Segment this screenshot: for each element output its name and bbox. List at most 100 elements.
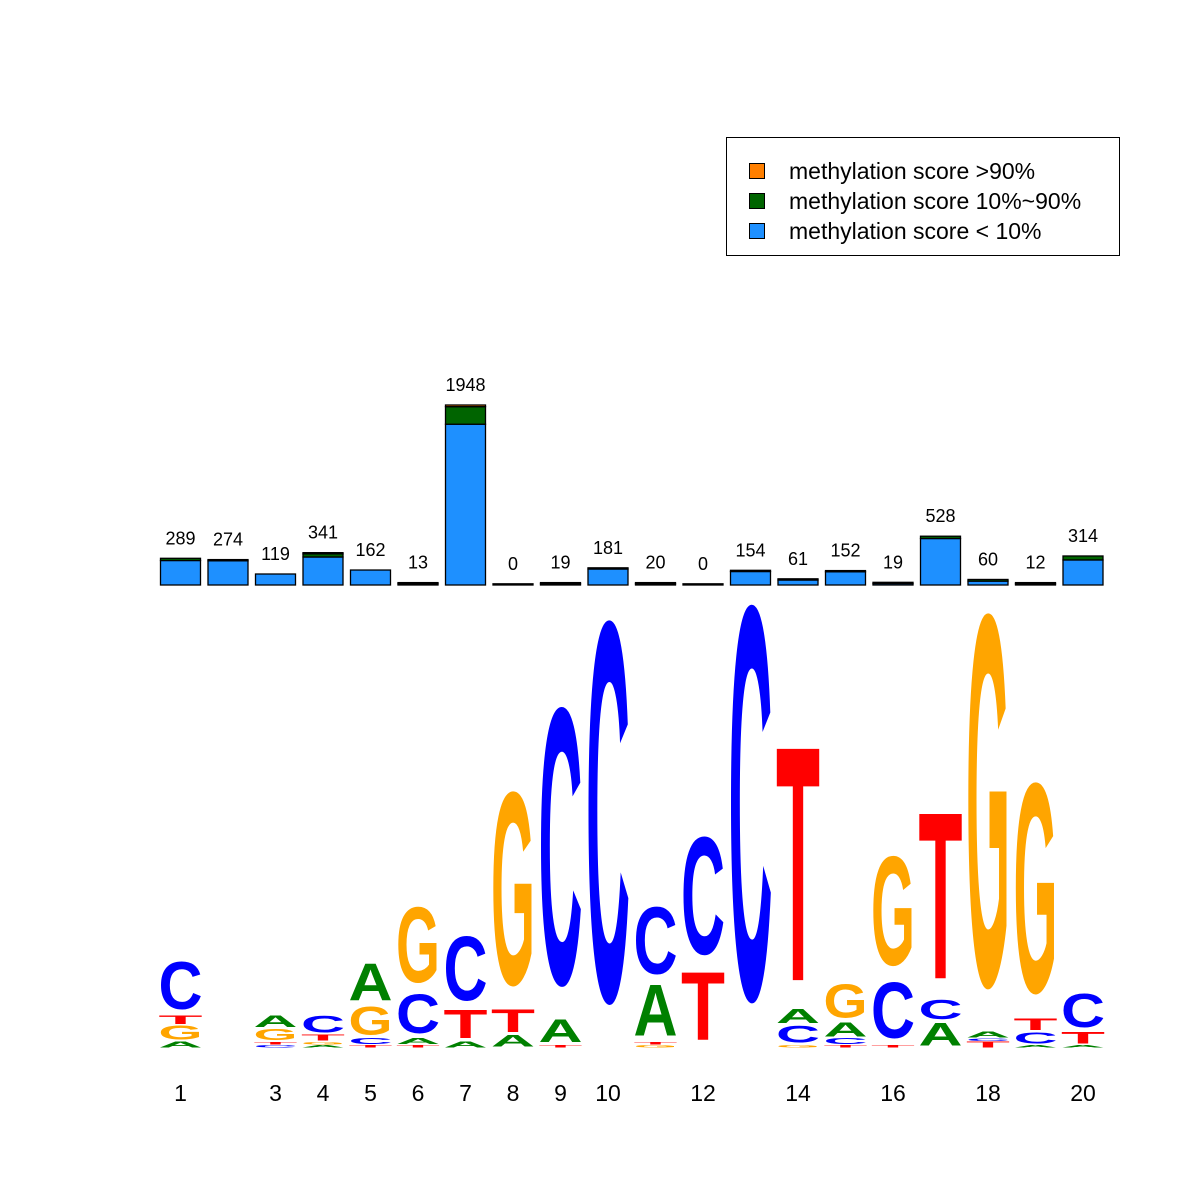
bar-segment-low-pos-5 [349,569,392,586]
legend-item-low: methylation score < 10% [749,217,1042,245]
x-tick-label-7: 7 [459,1080,472,1106]
bar-segment-mid-pos-18 [967,578,1009,582]
bar-segment-mid-pos-6 [397,581,439,585]
bar-segment-low-pos-2 [207,560,249,586]
logo-letter-G-pos-18: G [966,505,1010,1098]
bar-count-label-6: 13 [408,553,428,573]
legend-item-high: methylation score >90% [749,157,1035,185]
bar-segment-low-pos-4 [302,556,344,586]
methylation-bar-chart: 289 274 119 341 162 13 1948 0 19 181 20 0 154 61 152 19… [159,375,1104,586]
x-tick-label-10: 10 [595,1080,621,1106]
bar-segment-low-pos-1 [159,559,202,586]
logo-letter-T-pos-14: T [776,677,820,1052]
bar-count-label-14: 61 [788,549,808,569]
logo-letter-C-pos-5: C [349,1037,393,1046]
logo-letter-A-pos-1: A [159,1040,203,1049]
bar-segment-mid-pos-11 [634,581,677,585]
bar-count-label-19: 12 [1025,553,1045,573]
x-tick-label-4: 4 [317,1080,330,1106]
logo-letter-T-pos-11: T [634,1041,678,1046]
x-tick-label-14: 14 [785,1080,811,1106]
x-tick-label-5: 5 [364,1080,377,1106]
bar-count-label-16: 19 [883,552,903,572]
x-tick-label-16: 16 [880,1080,906,1106]
logo-letter-A-pos-20: A [1061,1044,1105,1049]
logo-letter-T-pos-4: T [301,1033,345,1042]
bar-segment-mid-pos-10 [587,567,629,570]
bar-segment-mid-pos-16 [872,581,914,585]
bar-count-label-10: 181 [593,538,623,558]
logo-letter-A-pos-8: A [491,1032,535,1050]
x-tick-label-18: 18 [975,1080,1001,1106]
bar-segment-low-pos-8 [492,583,534,586]
legend: methylation score >90% methylation score… [726,137,1120,256]
logo-letter-G-pos-15: G [824,975,868,1028]
bar-count-label-2: 274 [213,530,243,550]
logo-letter-T-pos-6: T [396,1044,440,1049]
bar-segment-mid-pos-17 [919,535,962,540]
x-tick-label-1: 1 [174,1080,187,1106]
logo-letter-C-pos-18: C [966,1038,1010,1042]
x-tick-label-12: 12 [690,1080,716,1106]
legend-swatch-mid [749,193,765,209]
bar-count-label-12: 0 [698,554,708,574]
bar-segment-low-pos-12 [682,583,724,586]
bar-segment-low-pos-14 [777,579,819,586]
legend-label-high: methylation score >90% [789,157,1036,184]
legend-label-low: methylation score < 10% [789,217,1042,244]
x-tick-label-6: 6 [412,1080,425,1106]
legend-item-mid: methylation score 10%~90% [749,187,1081,215]
bar-count-label-4: 341 [308,523,338,543]
logo-letter-C-pos-7: C [444,916,488,1020]
bar-segment-mid-pos-9 [539,581,582,585]
bar-count-label-20: 314 [1068,526,1098,546]
position-axis: 1 3 4 5 6 7 8 9 10 12 14 16 18 20 [174,1080,1096,1106]
logo-letter-A-pos-17: A [919,1017,963,1053]
legend-swatch-high [749,163,765,179]
logo-letter-C-pos-3: C [254,1044,298,1048]
logo-letter-A-pos-5: A [349,953,393,1012]
bar-segment-mid-pos-20 [1062,555,1104,561]
logo-letter-G-pos-16: G [871,824,915,998]
logo-letter-G-pos-11: G [634,1044,678,1048]
logo-letter-T-pos-19: T [1014,1016,1058,1034]
legend-swatch-low [749,223,765,239]
bar-segment-low-pos-15 [824,571,867,586]
bar-count-label-15: 152 [830,541,860,561]
logo-letter-G-pos-8: G [491,736,535,1044]
x-tick-label-8: 8 [507,1080,520,1106]
bar-count-label-9: 19 [550,553,570,573]
logo-letter-C-pos-13: C [729,488,773,1118]
logo-letter-A-pos-15: A [824,1018,868,1041]
x-tick-label-3: 3 [269,1080,282,1106]
x-tick-label-9: 9 [554,1080,567,1106]
bar-segment-high-pos-7 [444,404,487,408]
bar-segment-low-pos-7 [444,423,487,586]
logo-letter-C-pos-1: C [159,948,203,1024]
logo-letter-T-pos-18: T [966,1040,1010,1049]
bar-count-label-5: 162 [355,540,385,560]
bar-segment-mid-pos-19 [1014,581,1057,585]
logo-letter-G-pos-6: G [396,886,440,1006]
bar-count-label-7: 1948 [445,375,485,395]
logo-letter-C-pos-14: C [776,1021,820,1048]
logo-letter-C-pos-12: C [681,802,725,989]
logo-letter-C-pos-4: C [301,1011,345,1038]
bar-count-label-3: 119 [261,544,290,564]
logo-letter-T-pos-7: T [444,1002,488,1047]
logo-letter-G-pos-4: G [301,1041,345,1045]
logo-letter-G-pos-19: G [1014,721,1058,1056]
logo-letter-A-pos-9: A [539,1013,583,1049]
logo-letter-C-pos-17: C [919,994,963,1025]
bar-segment-low-pos-20 [1062,559,1104,586]
bar-count-label-11: 20 [645,553,665,573]
logo-letter-A-pos-3: A [254,1013,298,1031]
logo-letter-T-pos-8: T [491,1002,535,1039]
logo-letter-T-pos-5: T [349,1044,393,1049]
logo-letter-T-pos-1: T [159,1013,203,1027]
logo-letter-G-pos-3: G [254,1025,298,1043]
logo-letter-T-pos-9: T [539,1044,583,1049]
bar-segment-high-pos-4 [302,552,344,555]
logo-letter-T-pos-12: T [681,954,725,1062]
